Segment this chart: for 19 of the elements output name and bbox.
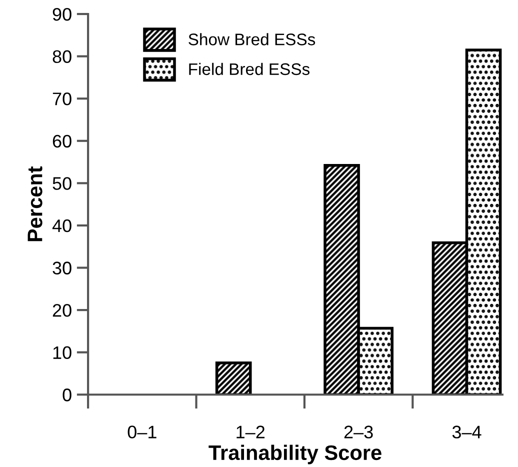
y-axis-title: Percent (28, 166, 42, 242)
legend-label: Field Bred ESSs (189, 62, 310, 76)
y-tick-label: 10 (53, 346, 72, 360)
x-tick-label: 1–2 (236, 426, 265, 438)
y-tick-label: 40 (52, 219, 72, 232)
y-tick-label: 90 (52, 8, 72, 21)
x-tick-label: 2–3 (344, 426, 373, 438)
y-tick-label: 60 (52, 134, 72, 148)
x-tick-label: 3–4 (452, 426, 482, 438)
legend-label: Show Bred ESSs (188, 33, 316, 46)
y-tick-label: 30 (52, 262, 72, 274)
bar (215, 362, 252, 395)
y-tick-label: 0 (62, 388, 72, 402)
y-tick-label: 70 (52, 92, 72, 106)
x-axis-title: Trainability Score (208, 444, 382, 464)
y-tick-label: 80 (52, 50, 72, 64)
y-tick-label: 50 (52, 177, 72, 190)
y-tick-label: 20 (52, 304, 72, 317)
x-tick-label: 0–1 (128, 426, 156, 438)
